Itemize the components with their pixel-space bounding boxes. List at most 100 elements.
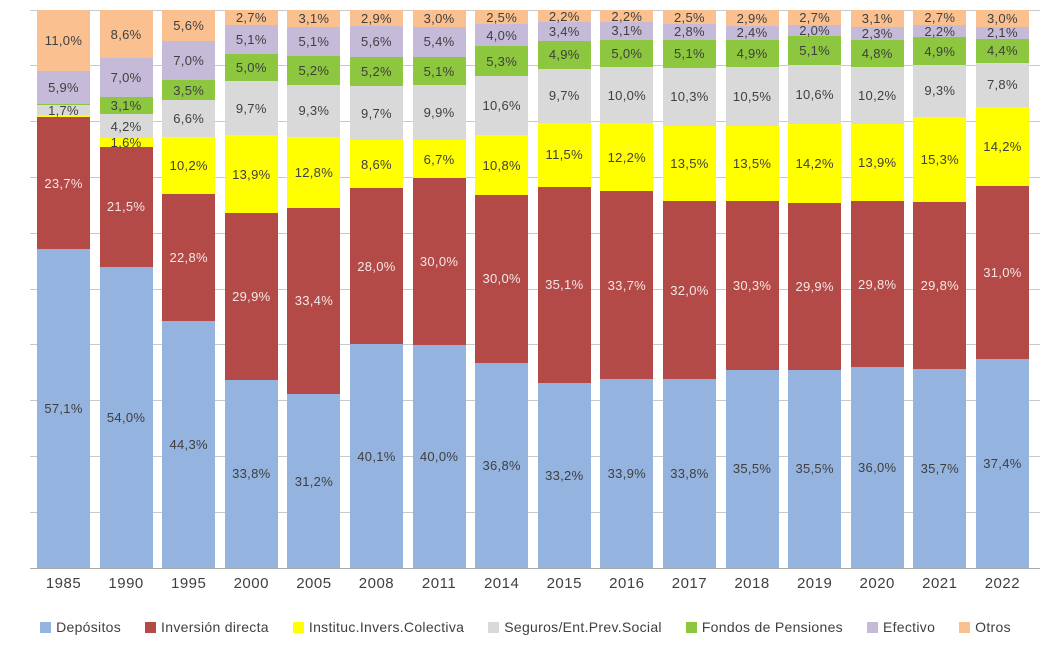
bar-segment-fondos-de-pensiones-2005: 5,2% xyxy=(287,55,341,85)
segment-value-label: 5,4% xyxy=(423,34,455,50)
segment-value-label: 10,6% xyxy=(482,97,521,113)
segment-value-label: 13,5% xyxy=(732,155,772,171)
bar-segment-inversion-directa-2008: 28,0% xyxy=(349,188,403,345)
bar-segment-fondos-de-pensiones-1995: 3,5% xyxy=(162,80,216,100)
bar-segment-seguros-ent-prev-social-2005: 9,3% xyxy=(287,84,341,137)
bar-segment-depositos-1995: 44,3% xyxy=(162,320,216,568)
bar-segment-seguros-ent-prev-social-1985: 1,7% xyxy=(37,104,90,117)
legend-label-seguros-ent-prev-social: Seguros/Ent.Prev.Social xyxy=(504,619,662,635)
legend-item-efectivo: Efectivo xyxy=(866,619,935,635)
segment-value-label: 30,3% xyxy=(732,277,772,293)
x-axis-label-2017: 2017 xyxy=(671,575,708,592)
segment-value-label: 35,7% xyxy=(920,460,959,476)
bar-column-2014: 36,8% 30,0% 10,8% 10,6% 5,3% 4,0% 2,5% xyxy=(475,10,529,568)
bar-segment-efectivo-2020: 2,3% xyxy=(850,27,904,40)
bar-segment-inversion-directa-2014: 30,0% xyxy=(475,195,529,363)
bar-segment-otros-2015: 2,2% xyxy=(537,8,591,24)
segment-value-label: 11,5% xyxy=(545,147,583,163)
bar-segment-depositos-2017: 33,8% xyxy=(662,379,716,568)
gridline-100 xyxy=(30,9,1040,11)
segment-value-label: 10,2% xyxy=(169,157,208,173)
bar-segment-instituc-invers-colectiva-1985 xyxy=(37,114,90,118)
bar-segment-inversion-directa-2017: 32,0% xyxy=(662,200,716,380)
bar-segment-instituc-invers-colectiva-2020: 13,9% xyxy=(850,123,904,202)
legend-swatch-otros xyxy=(959,621,971,633)
bar-column-2017: 33,8% 32,0% 13,5% 10,3% 5,1% 2,8% 2,5% xyxy=(662,10,716,568)
gridline-40 xyxy=(30,344,1040,346)
bar-segment-fondos-de-pensiones-2014: 5,3% xyxy=(475,46,529,76)
bar-segment-inversion-directa-2000: 29,9% xyxy=(224,212,278,380)
segment-value-label: 6,7% xyxy=(423,151,455,167)
bar-segment-efectivo-2017: 2,8% xyxy=(662,24,716,40)
bar-segment-inversion-directa-2011: 30,0% xyxy=(412,177,466,346)
segment-value-label: 4,9% xyxy=(736,45,768,61)
gridline-30 xyxy=(30,400,1040,402)
legend-label-fondos-de-pensiones: Fondos de Pensiones xyxy=(701,619,843,635)
x-axis-label-2016: 2016 xyxy=(609,575,645,592)
bar-segment-seguros-ent-prev-social-2019: 10,6% xyxy=(788,64,842,124)
segment-value-label: 3,0% xyxy=(986,10,1018,26)
bar-segment-instituc-invers-colectiva-2016: 12,2% xyxy=(600,123,654,192)
bar-column-1995: 44,3% 22,8% 10,2% 6,6% 3,5% 7,0% 5,6% xyxy=(162,10,216,568)
bar-segment-seguros-ent-prev-social-2000: 9,7% xyxy=(224,81,278,136)
bar-segment-inversion-directa-2016: 33,7% xyxy=(600,191,654,380)
bars-container: 57,1% 23,7% 1,7% 5,9% 11,0% 54,0% 21,5% 1,6% 4,2… xyxy=(37,10,1029,568)
segment-value-label: 30,0% xyxy=(419,253,459,269)
bar-segment-depositos-2011: 40,0% xyxy=(412,345,466,568)
legend-label-depositos: Depósitos xyxy=(56,619,122,635)
legend-swatch-fondos-de-pensiones xyxy=(685,621,697,633)
segment-value-label: 29,8% xyxy=(920,277,959,293)
bar-segment-depositos-2000: 33,8% xyxy=(224,379,278,568)
x-axis-label-2005: 2005 xyxy=(296,575,332,592)
segment-value-label: 3,1% xyxy=(110,98,142,114)
segment-value-label: 3,5% xyxy=(173,82,205,98)
segment-value-label: 10,6% xyxy=(795,86,834,102)
segment-value-label: 9,7% xyxy=(548,88,580,104)
bar-segment-fondos-de-pensiones-2018: 4,9% xyxy=(725,39,779,67)
bar-segment-instituc-invers-colectiva-1995: 10,2% xyxy=(162,136,216,194)
bar-segment-efectivo-2000: 5,1% xyxy=(224,25,278,54)
bar-segment-inversion-directa-2018: 30,3% xyxy=(725,200,779,370)
segment-value-label: 57,1% xyxy=(44,401,83,417)
bar-segment-fondos-de-pensiones-2008: 5,2% xyxy=(349,57,403,87)
segment-value-label: 32,0% xyxy=(670,282,709,298)
bar-segment-fondos-de-pensiones-2000: 5,0% xyxy=(224,53,278,82)
segment-value-label: 13,9% xyxy=(858,154,897,170)
bar-column-2022: 37,4% 31,0% 14,2% 7,8% 4,4% 2,1% 3,0% xyxy=(975,10,1029,568)
bar-segment-seguros-ent-prev-social-2014: 10,6% xyxy=(475,75,529,136)
bar-segment-seguros-ent-prev-social-2011: 9,9% xyxy=(412,85,466,141)
bar-segment-otros-2018: 2,9% xyxy=(725,10,779,27)
segment-value-label: 9,7% xyxy=(235,100,267,116)
legend-label-otros: Otros xyxy=(975,619,1011,635)
bar-segment-otros-2005: 3,1% xyxy=(287,10,341,28)
segment-value-label: 5,1% xyxy=(674,46,705,62)
segment-value-label: 2,2% xyxy=(548,8,580,24)
bar-segment-otros-2021: 2,7% xyxy=(913,10,967,26)
segment-value-label: 4,4% xyxy=(986,43,1018,59)
segment-value-label: 33,2% xyxy=(545,467,584,483)
bar-segment-fondos-de-pensiones-2021: 4,9% xyxy=(913,37,967,65)
segment-value-label: 4,0% xyxy=(486,27,518,43)
segment-value-label: 4,2% xyxy=(110,118,142,134)
bar-segment-seguros-ent-prev-social-2022: 7,8% xyxy=(975,63,1029,107)
bar-segment-otros-2014: 2,5% xyxy=(475,10,529,24)
bar-segment-instituc-invers-colectiva-2011: 6,7% xyxy=(412,140,466,178)
bar-segment-inversion-directa-1985: 23,7% xyxy=(37,117,90,250)
legend-swatch-instituc-invers-colectiva xyxy=(292,621,304,633)
segment-value-label: 1,6% xyxy=(110,134,142,150)
segment-value-label: 33,8% xyxy=(670,466,709,482)
legend-swatch-seguros-ent-prev-social xyxy=(488,621,500,633)
x-axis-label-1995: 1995 xyxy=(171,575,207,592)
segment-value-label: 36,8% xyxy=(482,457,521,473)
bar-column-2018: 35,5% 30,3% 13,5% 10,5% 4,9% 2,4% 2,9% xyxy=(725,10,779,568)
segment-value-label: 5,0% xyxy=(611,46,643,62)
x-axis-label-2014: 2014 xyxy=(483,575,520,592)
segment-value-label: 10,8% xyxy=(482,157,521,173)
bar-segment-fondos-de-pensiones-2015: 4,9% xyxy=(537,41,591,69)
bar-segment-depositos-2018: 35,5% xyxy=(725,369,779,568)
x-axis-label-2019: 2019 xyxy=(796,575,833,592)
segment-value-label: 12,2% xyxy=(607,149,647,165)
bar-segment-instituc-invers-colectiva-2021: 15,3% xyxy=(913,116,967,203)
segment-value-label: 54,0% xyxy=(106,409,146,425)
bar-segment-otros-2020: 3,1% xyxy=(850,10,904,28)
